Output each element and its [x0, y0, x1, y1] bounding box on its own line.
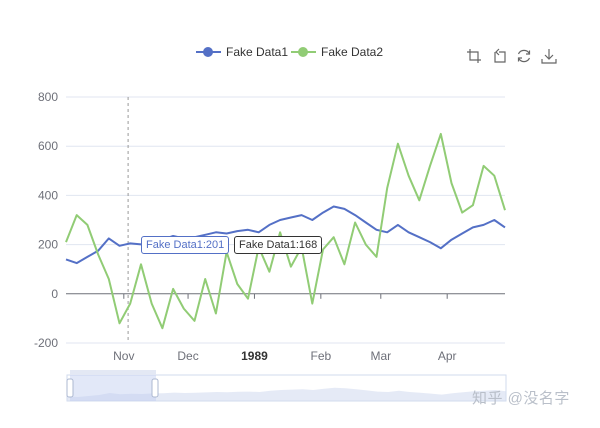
- legend-label-fake-data2: Fake Data2: [321, 45, 384, 59]
- datazoom-handle-right: [151, 378, 159, 398]
- series-line-fake-data2: [65, 132, 506, 330]
- y-tick-label: 200: [38, 238, 58, 252]
- y-tick-label: 0: [51, 287, 58, 301]
- chart-legend: Fake Data1 Fake Data2: [0, 43, 600, 61]
- datazoom-data-shadow: [67, 387, 506, 401]
- legend-item-fake-data1[interactable]: Fake Data1: [196, 43, 288, 61]
- watermark: 知乎 @没名字: [472, 390, 570, 407]
- y-tick-label: 600: [38, 139, 58, 153]
- y-tick-label: -200: [34, 336, 58, 350]
- legend-swatch-fake-data1: [196, 45, 221, 59]
- x-tick-label: 1989: [241, 349, 268, 363]
- datazoom-move-bar: [70, 370, 156, 375]
- y-tick-label: 400: [38, 188, 58, 202]
- datazoom-handle-left: [66, 378, 74, 398]
- datazoom-selected-range: [70, 375, 156, 401]
- zoom-reset-icon[interactable]: [491, 48, 507, 64]
- legend-swatch-fake-data2: [291, 45, 316, 59]
- tooltip-fake-data1-secondary: Fake Data1:168: [234, 236, 323, 254]
- x-tick-label: Apr: [438, 349, 457, 363]
- zoom-area-icon[interactable]: [466, 48, 482, 64]
- y-tick-label: 800: [38, 90, 58, 104]
- x-tick-label: Mar: [370, 349, 391, 363]
- legend-dot: [298, 47, 308, 57]
- x-tick-label: Dec: [177, 349, 198, 363]
- save-image-icon[interactable]: [541, 48, 557, 64]
- series-line-fake-data1: [65, 205, 506, 265]
- legend-dot: [203, 47, 213, 57]
- legend-item-fake-data2[interactable]: Fake Data2: [291, 43, 383, 61]
- x-tick-label: Feb: [310, 349, 331, 363]
- chart-toolbox: [466, 48, 557, 64]
- restore-icon[interactable]: [516, 48, 532, 64]
- tooltip-fake-data1: Fake Data1:201: [141, 236, 230, 254]
- legend-label-fake-data1: Fake Data1: [226, 45, 289, 59]
- x-tick-label: Nov: [113, 349, 134, 363]
